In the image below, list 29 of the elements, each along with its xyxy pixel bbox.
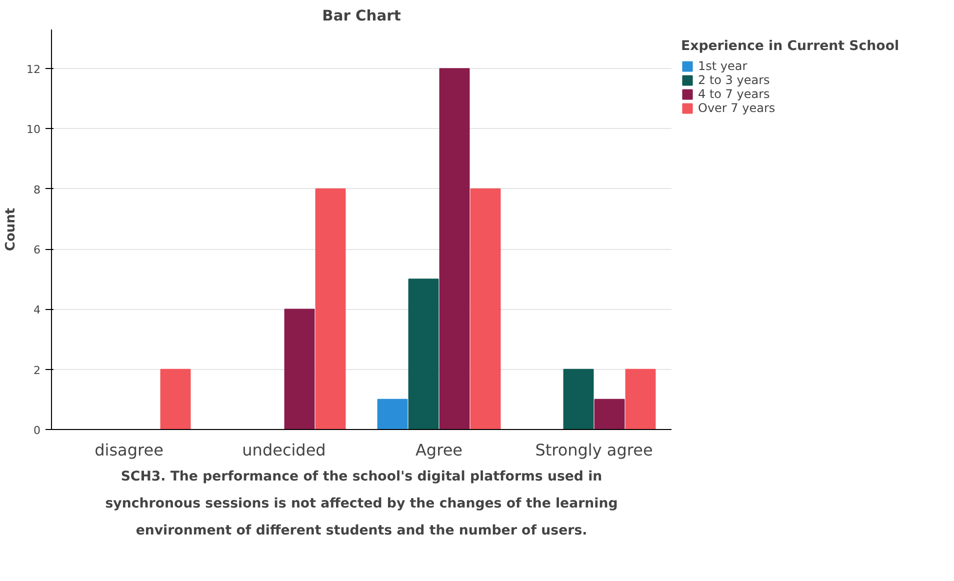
y-tick-label: 8 [34, 183, 40, 196]
bar [284, 308, 315, 430]
y-axis-title: Count [4, 208, 19, 252]
bar [470, 188, 501, 430]
x-axis-title: SCH3. The performance of the school's digital platforms used in synchronous sessions is not affected by the changes of the learning environment of different students and the number of users. [105, 470, 618, 538]
bar [625, 368, 656, 430]
bar [377, 398, 408, 430]
x-tick-label: undecided [242, 440, 326, 460]
chart-title: Bar Chart [322, 8, 401, 24]
x-tick-label: Strongly agree [535, 440, 653, 460]
y-tick-label: 2 [34, 364, 40, 377]
x-tick-label: Agree [415, 440, 463, 460]
bar [408, 278, 439, 430]
legend-label: 2 to 3 years [698, 73, 770, 87]
legend-label: 4 to 7 years [698, 87, 770, 101]
y-tick-label: 10 [26, 123, 41, 136]
y-tick-label: 0 [34, 424, 40, 437]
x-tick-label: disagree [94, 440, 164, 460]
bar [315, 188, 346, 430]
bar [160, 368, 191, 430]
bar [594, 398, 625, 430]
bar [563, 368, 594, 430]
legend-label: 1st year [698, 59, 748, 73]
legend-label: Over 7 years [698, 101, 776, 115]
y-tick-label: 4 [34, 304, 40, 317]
legend-title: Experience in Current School [681, 39, 900, 54]
bar [439, 68, 470, 430]
y-tick-label: 6 [34, 244, 40, 257]
y-tick-label: 12 [26, 63, 41, 76]
